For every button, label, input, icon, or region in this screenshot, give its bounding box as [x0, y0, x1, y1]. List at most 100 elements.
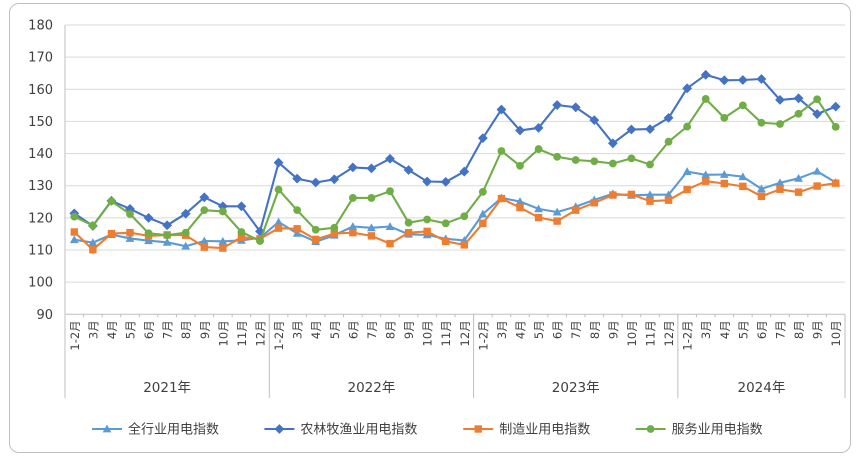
data-point-diamond: [310, 177, 321, 188]
y-tick-label-160: 160: [28, 83, 53, 98]
data-point-diamond: [255, 226, 265, 237]
month-label: 8月: [384, 320, 398, 339]
data-point-circle: [460, 212, 469, 221]
data-point-square: [330, 229, 338, 238]
data-point-diamond: [273, 157, 284, 168]
y-tick-label-90: 90: [36, 308, 53, 323]
month-label: 7月: [365, 320, 379, 339]
data-point-circle: [70, 212, 79, 221]
data-point-triangle: [794, 173, 803, 182]
data-point-circle: [386, 187, 394, 196]
data-point-square: [683, 185, 691, 194]
data-point-diamond: [756, 74, 767, 84]
year-label-2022年: 2022年: [347, 380, 395, 396]
y-tick-label-120: 120: [28, 211, 53, 226]
y-tick-label-140: 140: [28, 147, 53, 162]
data-point-diamond: [292, 173, 303, 184]
data-point-square: [107, 229, 116, 238]
legend-label: 全行业用电指数: [128, 422, 219, 438]
data-point-diamond: [347, 162, 358, 173]
month-label: 11月: [235, 320, 249, 346]
data-point-square: [479, 219, 487, 228]
data-point-triangle: [348, 222, 358, 230]
series-agriculture-forestry-fishery: [69, 69, 841, 237]
data-point-circle: [478, 187, 487, 196]
data-point-square: [293, 225, 301, 233]
data-point-triangle: [812, 166, 822, 175]
month-label: 1-2月: [681, 320, 695, 350]
data-point-circle: [107, 197, 116, 206]
y-tick-label-170: 170: [28, 51, 53, 66]
month-label: 3月: [699, 320, 713, 339]
gridlines: [65, 24, 845, 315]
data-point-diamond: [217, 201, 228, 212]
y-tick-label-180: 180: [28, 19, 53, 34]
data-point-triangle: [757, 184, 766, 193]
data-point-circle: [776, 120, 784, 128]
month-label: 7月: [774, 320, 788, 339]
data-point-diamond: [329, 174, 340, 185]
month-label: 4月: [718, 320, 732, 339]
data-point-square: [627, 190, 636, 199]
series-all-industry-line: [73, 170, 837, 248]
month-label: 1-2月: [476, 320, 490, 350]
data-point-diamond: [793, 93, 804, 104]
month-label: 5月: [736, 320, 750, 339]
series-services: [70, 95, 840, 245]
data-point-triangle: [738, 172, 748, 181]
data-point-circle: [293, 206, 302, 215]
data-point-triangle: [88, 238, 98, 247]
month-label: 1-2月: [68, 320, 82, 350]
data-point-square: [474, 425, 482, 433]
legend-item-series-manufacturing: 制造业用电指数: [463, 423, 590, 438]
y-tick-label-150: 150: [28, 115, 53, 130]
data-point-diamond: [589, 115, 600, 126]
month-label: 1-2月: [272, 320, 286, 350]
data-point-triangle: [292, 228, 302, 237]
data-point-square: [386, 239, 394, 248]
data-point-diamond: [830, 101, 841, 112]
month-label: 10月: [625, 320, 639, 346]
data-point-circle: [311, 225, 320, 234]
y-tick-label-130: 130: [28, 179, 53, 194]
data-point-square: [609, 191, 617, 199]
data-point-circle: [683, 122, 692, 131]
data-point-circle: [646, 160, 654, 169]
year-label-2023年: 2023年: [552, 380, 600, 396]
data-point-circle: [163, 231, 172, 240]
month-label: 10月: [829, 320, 843, 346]
data-point-triangle: [478, 209, 488, 218]
data-point-triangle: [367, 223, 376, 232]
data-point-diamond: [552, 100, 563, 110]
data-point-triangle: [552, 207, 562, 216]
data-point-diamond: [607, 138, 618, 149]
data-point-circle: [516, 161, 524, 170]
data-point-circle: [348, 194, 357, 202]
data-point-square: [794, 188, 803, 196]
data-point-diamond: [199, 192, 210, 203]
data-point-triangle: [719, 170, 729, 178]
month-label: 7月: [569, 320, 583, 339]
data-point-triangle: [69, 235, 79, 244]
data-point-circle: [367, 194, 376, 202]
month-label: 6月: [551, 320, 565, 339]
data-point-diamond: [775, 94, 785, 105]
data-point-diamond: [570, 102, 581, 113]
data-point-circle: [423, 215, 432, 224]
data-point-circle: [627, 154, 636, 163]
data-point-square: [572, 206, 580, 214]
data-point-square: [590, 199, 598, 207]
month-label: 10月: [216, 320, 230, 346]
data-point-square: [553, 217, 561, 225]
data-point-triangle: [144, 236, 153, 245]
legend-label: 服务业用电指数: [672, 422, 763, 438]
month-label: 9月: [402, 320, 416, 339]
month-label: 4月: [105, 320, 119, 339]
data-point-circle: [553, 152, 562, 161]
series-services-line: [73, 97, 837, 243]
data-point-square: [70, 228, 78, 236]
data-point-triangle: [199, 236, 209, 245]
data-point-square: [702, 177, 710, 185]
data-point-circle: [813, 95, 822, 104]
